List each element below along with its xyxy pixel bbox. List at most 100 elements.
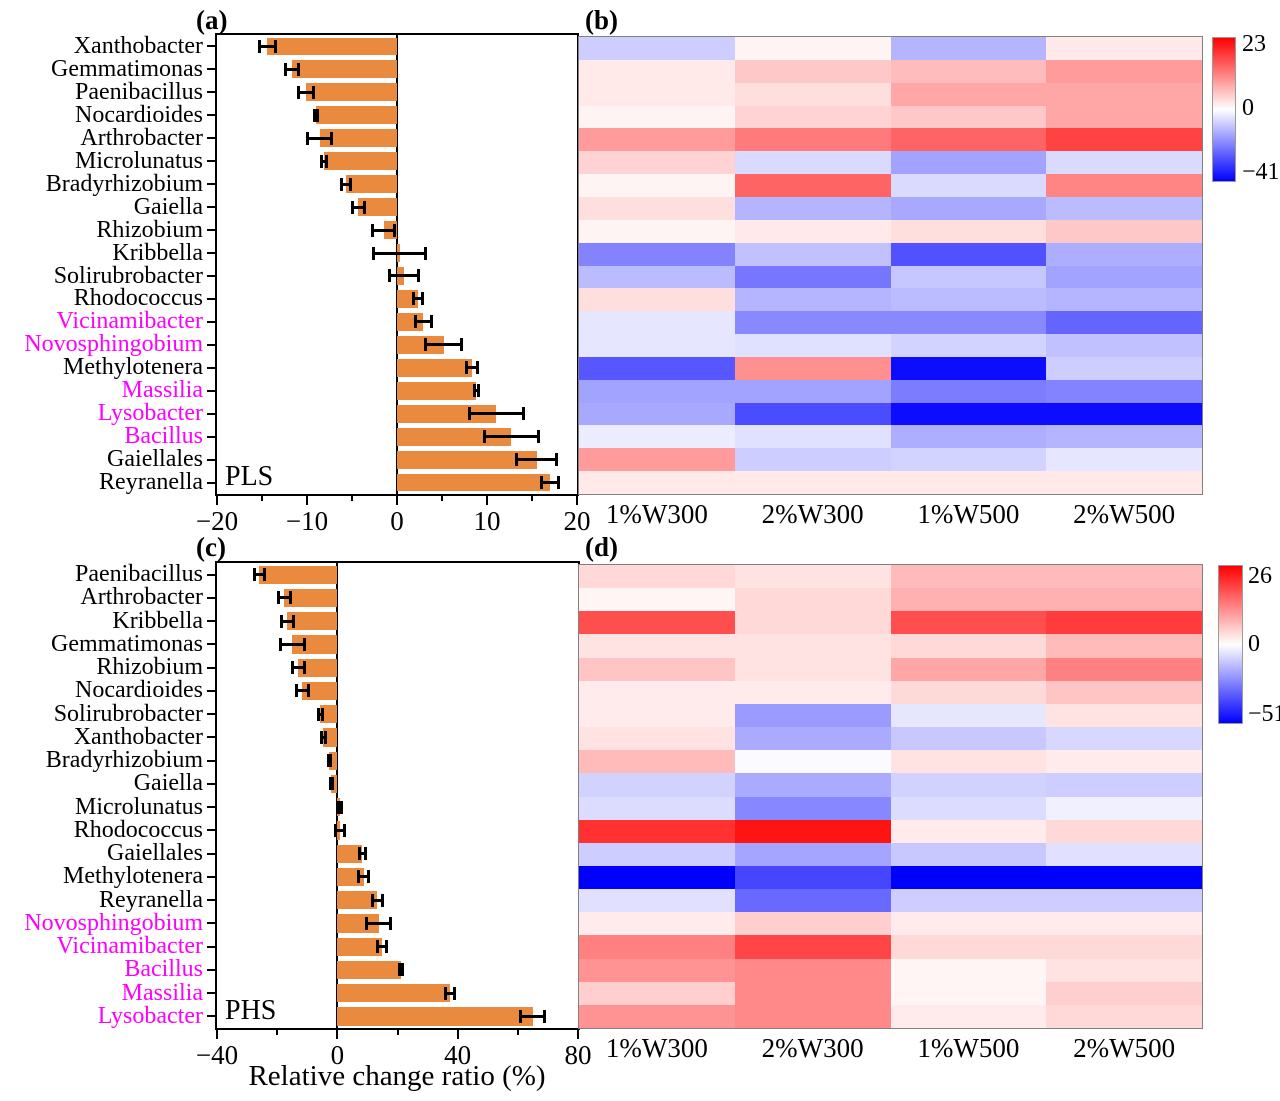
error-bar-cap [283, 62, 287, 76]
bar [337, 1007, 533, 1026]
category-tick [207, 137, 217, 140]
error-bar-cap [350, 200, 354, 214]
heatmap-cell [1046, 37, 1202, 60]
category-label: Rhodococcus [73, 816, 203, 843]
category-tick [207, 68, 217, 71]
heatmap-cell [735, 658, 891, 681]
error-bar-cap [464, 361, 468, 375]
heatmap-border-d [578, 564, 1203, 1029]
error-bar-cap [252, 568, 256, 582]
heatmap-cell [1046, 128, 1202, 151]
category-tick [207, 343, 217, 346]
heatmap-cell [891, 220, 1046, 243]
heatmap-cell [579, 197, 735, 220]
category-label: Methylotenera [63, 354, 203, 381]
heatmap-cell [1046, 727, 1202, 750]
error-bar-cap [540, 476, 544, 490]
heatmap-cell [579, 37, 735, 60]
heatmap-cell [891, 843, 1046, 866]
category-label: Kribbella [112, 607, 203, 634]
heatmap-border-b [578, 36, 1203, 495]
heatmap-cell [1046, 588, 1202, 611]
error-bar [373, 251, 426, 255]
category-tick [207, 573, 217, 576]
category-label: Xanthobacter [73, 723, 203, 750]
heatmap-cell [579, 588, 735, 611]
heatmap-cell [1046, 425, 1202, 448]
heatmap-column-label: 1%W300 [605, 499, 708, 529]
x-axis-minor-tick [441, 496, 443, 501]
heatmap-cell [735, 403, 891, 425]
heatmap-cell [579, 634, 735, 658]
heatmap-cell [1046, 866, 1202, 889]
error-bar-cap [319, 154, 323, 168]
error-bar-cap [306, 131, 310, 145]
error-bar-cap [340, 800, 344, 814]
category-label: Paenibacillus [75, 78, 203, 105]
category-tick [207, 366, 217, 369]
heatmap-cell [735, 106, 891, 128]
error-bar [359, 852, 366, 856]
error-bar [281, 619, 294, 623]
heatmap-cell [579, 959, 735, 982]
heatmap-cell [891, 83, 1046, 106]
heatmap-cell [891, 106, 1046, 128]
x-axis-tick [456, 1030, 459, 1039]
x-axis-tick [577, 1030, 579, 1039]
category-tick [207, 643, 217, 646]
heatmap-cell [891, 288, 1046, 311]
error-bar-cap [311, 85, 315, 99]
category-label: Gaiella [133, 770, 203, 797]
error-bar [278, 596, 291, 600]
bar [259, 565, 338, 584]
heatmap-cell [1046, 773, 1202, 797]
x-axis-minor-tick [261, 496, 263, 501]
heatmap-cell [891, 151, 1046, 174]
x-tick-label: 40 [444, 1040, 472, 1070]
heatmap-cell [1046, 243, 1202, 266]
heatmap-cell [1046, 448, 1202, 471]
category-label: Kribbella [112, 239, 203, 266]
error-bar-cap [348, 177, 352, 191]
heatmap-cell [579, 128, 735, 151]
error-bar-cap [328, 777, 332, 791]
error-bar [520, 1014, 545, 1018]
colorbar-d-zero-label: 0 [1248, 631, 1260, 657]
colorbar-b-min-label: −41 [1242, 159, 1280, 185]
error-bar-cap [424, 246, 428, 260]
category-label: Massilia [121, 377, 203, 404]
heatmap-cell [891, 704, 1046, 727]
heatmap-cell [735, 820, 891, 843]
colorbar-b-zero-label: 0 [1242, 95, 1254, 121]
error-bar-cap [356, 870, 360, 884]
category-label: Arthrobacter [80, 124, 203, 151]
x-axis-minor-tick [531, 496, 533, 501]
error-bar-cap [291, 614, 295, 628]
category-label: Microlunatus [75, 793, 203, 820]
bar [397, 381, 477, 400]
category-label: Vicinamibacter [56, 933, 203, 959]
category-label: Microlunatus [75, 147, 203, 174]
error-bar-cap [370, 893, 374, 907]
heatmap-cell [891, 448, 1046, 471]
error-bar-cap [372, 246, 376, 260]
heatmap-cell [735, 982, 891, 1005]
error-bar-cap [312, 108, 316, 122]
x-axis-tick [336, 1030, 339, 1039]
heatmap-cell [891, 266, 1046, 288]
error-bar-cap [279, 614, 283, 628]
heatmap-cell [579, 704, 735, 727]
category-tick [207, 206, 217, 209]
heatmap-cell [735, 197, 891, 220]
heatmap-cell [891, 959, 1046, 982]
category-label: Methylotenera [63, 863, 203, 890]
heatmap-cell [1046, 912, 1202, 935]
error-bar-cap [274, 39, 277, 53]
error-bar-cap [357, 847, 361, 861]
x-axis-label: Relative change ratio (%) [248, 1060, 546, 1092]
heatmap-cell [735, 773, 891, 797]
heatmap-cell [579, 311, 735, 334]
error-bar [307, 136, 332, 140]
bar [306, 83, 397, 102]
bar [291, 60, 397, 79]
